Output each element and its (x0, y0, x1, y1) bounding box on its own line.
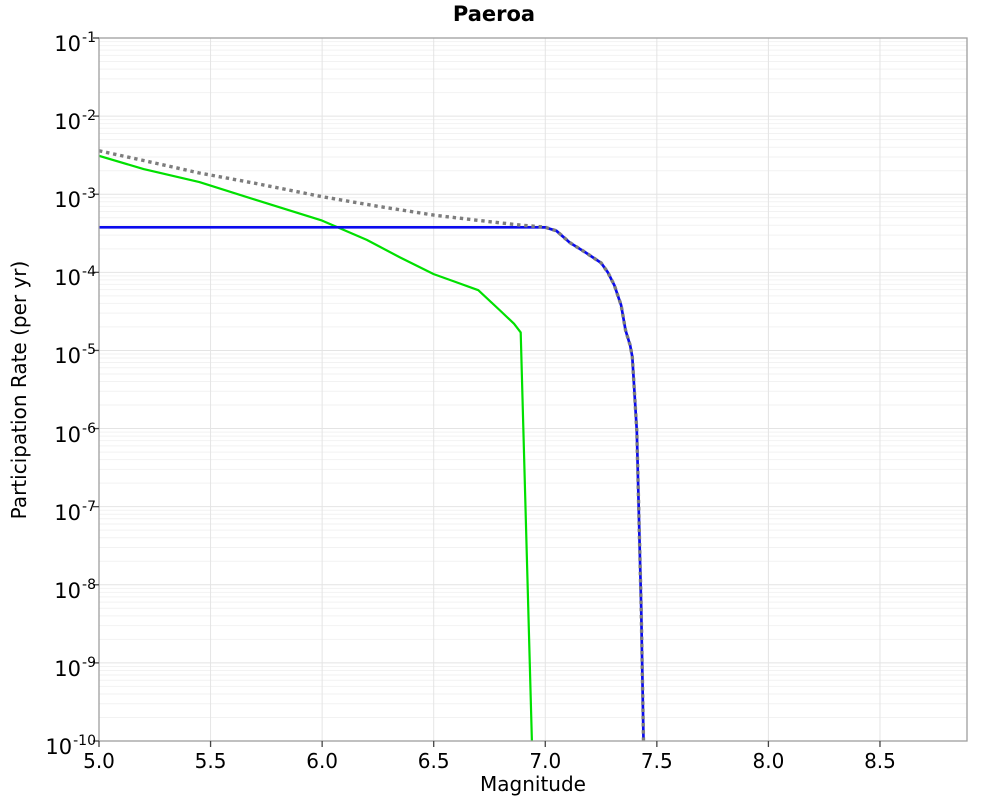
series-blue-solid-curve (99, 225, 645, 741)
y-tick-label: 10-3 (54, 186, 96, 213)
x-tick-label: 8.0 (752, 749, 785, 773)
x-axis-label: Magnitude (480, 772, 586, 796)
x-tick-label: 7.0 (529, 749, 562, 773)
series-gray-dotted-curve (99, 149, 646, 741)
x-tick-label: 5.5 (194, 749, 227, 773)
y-tick-label: 10-10 (45, 733, 96, 759)
x-tick-label: 6.0 (306, 749, 339, 773)
x-tick-label: 7.5 (640, 749, 673, 773)
x-tick-label: 6.5 (417, 749, 450, 773)
y-axis-label: Participation Rate (per yr) (7, 260, 31, 520)
y-tick-label: 10-5 (54, 342, 96, 369)
y-tick-label: 10-7 (54, 498, 96, 525)
y-tick-label: 10-1 (54, 30, 96, 56)
series-green-solid-curve (99, 154, 533, 741)
x-tick-label: 8.5 (864, 749, 896, 773)
x-tick-label: 5.0 (83, 749, 115, 773)
y-tick-label: 10-8 (54, 576, 96, 603)
chart-title: Paeroa (452, 2, 536, 26)
y-tick-label: 10-9 (54, 654, 96, 681)
y-tick-label: 10-6 (54, 420, 96, 447)
y-tick-label: 10-2 (54, 108, 96, 135)
y-tick-label: 10-4 (54, 264, 96, 291)
plot-border (98, 37, 968, 742)
